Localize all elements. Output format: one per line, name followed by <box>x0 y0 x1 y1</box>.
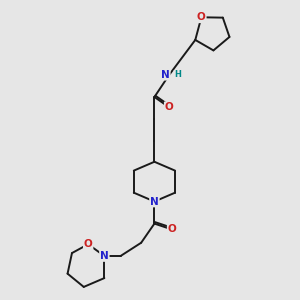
Text: O: O <box>165 102 173 112</box>
Text: N: N <box>100 251 109 261</box>
Text: O: O <box>84 239 92 249</box>
Text: N: N <box>150 196 159 206</box>
Text: O: O <box>197 12 206 22</box>
Text: N: N <box>161 70 170 80</box>
Text: H: H <box>174 70 181 80</box>
Text: O: O <box>168 224 176 235</box>
